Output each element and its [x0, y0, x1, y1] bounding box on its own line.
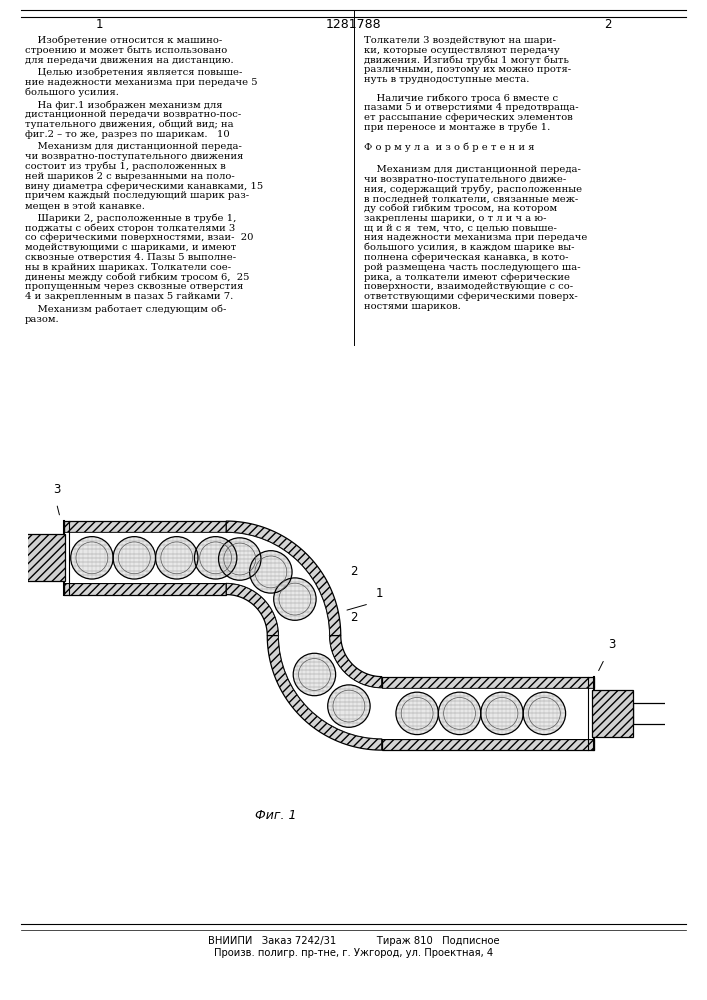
Circle shape	[523, 692, 566, 735]
Polygon shape	[382, 739, 594, 750]
Text: динены между собой гибким тросом 6,  25: динены между собой гибким тросом 6, 25	[25, 272, 250, 282]
Text: движения. Изгибы трубы 1 могут быть: движения. Изгибы трубы 1 могут быть	[364, 55, 569, 65]
Text: 3: 3	[53, 483, 60, 496]
Text: Толкатели 3 воздействуют на шари-: Толкатели 3 воздействуют на шари-	[364, 36, 556, 45]
Circle shape	[250, 551, 292, 593]
Text: Фиг. 1: Фиг. 1	[255, 809, 296, 822]
Text: ния надежности механизма при передаче: ния надежности механизма при передаче	[364, 233, 588, 242]
Circle shape	[274, 578, 316, 620]
Text: сквозные отверстия 4. Пазы 5 выполне-: сквозные отверстия 4. Пазы 5 выполне-	[25, 253, 236, 262]
Polygon shape	[64, 532, 226, 583]
Text: вину диаметра сферическими канавками, 15: вину диаметра сферическими канавками, 15	[25, 182, 263, 191]
Text: поверхности, взаимодействующие с со-: поверхности, взаимодействующие с со-	[364, 282, 573, 291]
Circle shape	[396, 692, 438, 735]
Text: Механизм работает следующим об-: Механизм работает следующим об-	[25, 305, 226, 314]
Text: 4 и закрепленным в пазах 5 гайками 7.: 4 и закрепленным в пазах 5 гайками 7.	[25, 292, 233, 301]
Text: строению и может быть использовано: строению и может быть использовано	[25, 46, 227, 55]
Text: Изобретение относится к машино-: Изобретение относится к машино-	[25, 36, 222, 45]
Circle shape	[113, 537, 156, 579]
Text: Наличие гибкого троса 6 вместе с: Наличие гибкого троса 6 вместе с	[364, 93, 559, 103]
Text: ду собой гибким тросом, на котором: ду собой гибким тросом, на котором	[364, 204, 557, 213]
Polygon shape	[633, 703, 682, 724]
Text: модействующими с шариками, и имеют: модействующими с шариками, и имеют	[25, 243, 236, 252]
Circle shape	[328, 685, 370, 727]
Text: ния, содержащий трубу, расположенные: ния, содержащий трубу, расположенные	[364, 184, 583, 194]
Polygon shape	[267, 636, 382, 750]
Text: рика, а толкатели имеют сферические: рика, а толкатели имеют сферические	[364, 273, 570, 282]
Circle shape	[156, 537, 198, 579]
Text: чи возвратно-поступательного движе-: чи возвратно-поступательного движе-	[364, 175, 566, 184]
Text: мещен в этой канавке.: мещен в этой канавке.	[25, 201, 145, 210]
Text: 2: 2	[604, 18, 612, 31]
Text: рой размещена часть последующего ша-: рой размещена часть последующего ша-	[364, 263, 580, 272]
Text: ны в крайних шариках. Толкатели сое-: ны в крайних шариках. Толкатели сое-	[25, 263, 231, 272]
Text: при переносе и монтаже в трубе 1.: при переносе и монтаже в трубе 1.	[364, 123, 550, 132]
Polygon shape	[0, 547, 25, 568]
Polygon shape	[226, 532, 329, 636]
Circle shape	[194, 537, 237, 579]
Text: ответствующими сферическими поверх-: ответствующими сферическими поверх-	[364, 292, 578, 301]
Polygon shape	[64, 583, 226, 595]
Polygon shape	[279, 636, 382, 739]
Text: 1: 1	[376, 587, 383, 600]
Text: Произв. полигр. пр-тне, г. Ужгород, ул. Проектная, 4: Произв. полигр. пр-тне, г. Ужгород, ул. …	[214, 948, 493, 958]
Text: ки, которые осуществляют передачу: ки, которые осуществляют передачу	[364, 46, 560, 55]
Text: закреплены шарики, о т л и ч а ю-: закреплены шарики, о т л и ч а ю-	[364, 214, 547, 223]
Text: ней шариков 2 с вырезанными на поло-: ней шариков 2 с вырезанными на поло-	[25, 172, 235, 181]
Polygon shape	[226, 521, 341, 636]
Polygon shape	[329, 636, 382, 688]
Circle shape	[438, 692, 481, 735]
Text: дистанционной передачи возвратно-пос-: дистанционной передачи возвратно-пос-	[25, 110, 241, 119]
Text: в последней толкатели, связанные меж-: в последней толкатели, связанные меж-	[364, 194, 578, 203]
Text: состоит из трубы 1, расположенных в: состоит из трубы 1, расположенных в	[25, 162, 226, 171]
Text: На фиг.1 изображен механизм для: На фиг.1 изображен механизм для	[25, 100, 222, 110]
Text: Механизм для дистанционной переда-: Механизм для дистанционной переда-	[364, 165, 581, 174]
Text: ние надежности механизма при передаче 5: ние надежности механизма при передаче 5	[25, 78, 257, 87]
Text: 2: 2	[350, 611, 357, 624]
Text: ностями шариков.: ностями шариков.	[364, 302, 461, 311]
Polygon shape	[592, 690, 633, 737]
Text: пропущенным через сквозные отверстия: пропущенным через сквозные отверстия	[25, 282, 243, 291]
Text: со сферическими поверхностями, взаи-  20: со сферическими поверхностями, взаи- 20	[25, 233, 253, 242]
Text: Шарики 2, расположенные в трубе 1,: Шарики 2, расположенные в трубе 1,	[25, 214, 236, 223]
Text: 2: 2	[350, 565, 357, 578]
Text: чи возвратно-поступательного движения: чи возвратно-поступательного движения	[25, 152, 243, 161]
Text: 3: 3	[608, 638, 615, 651]
Text: 1281788: 1281788	[326, 18, 381, 31]
Polygon shape	[382, 677, 594, 688]
Text: разом.: разом.	[25, 315, 59, 324]
Text: пазами 5 и отверстиями 4 предотвраща-: пазами 5 и отверстиями 4 предотвраща-	[364, 103, 579, 112]
Text: ВНИИПИ   Заказ 7242/31             Тираж 810   Подписное: ВНИИПИ Заказ 7242/31 Тираж 810 Подписное	[208, 936, 499, 946]
Circle shape	[481, 692, 523, 735]
Text: Целью изобретения является повыше-: Целью изобретения является повыше-	[25, 68, 242, 77]
Polygon shape	[382, 688, 594, 739]
Text: различными, поэтому их можно протя-: различными, поэтому их можно протя-	[364, 65, 571, 74]
Text: 1: 1	[95, 18, 103, 31]
Text: Ф о р м у л а  и з о б р е т е н и я: Ф о р м у л а и з о б р е т е н и я	[364, 142, 534, 152]
Text: ет рассыпание сферических элементов: ет рассыпание сферических элементов	[364, 113, 573, 122]
Circle shape	[218, 538, 261, 580]
Polygon shape	[25, 534, 65, 581]
Text: большого усилия.: большого усилия.	[25, 88, 119, 97]
Circle shape	[71, 537, 113, 579]
Circle shape	[293, 653, 336, 696]
Text: фиг.2 – то же, разрез по шарикам.   10: фиг.2 – то же, разрез по шарикам. 10	[25, 130, 230, 139]
Text: для передачи движения на дистанцию.: для передачи движения на дистанцию.	[25, 56, 233, 65]
Text: тупательного движения, общий вид; на: тупательного движения, общий вид; на	[25, 120, 233, 129]
Text: щ и й с я  тем, что, с целью повыше-: щ и й с я тем, что, с целью повыше-	[364, 224, 557, 233]
Text: полнена сферическая канавка, в кото-: полнена сферическая канавка, в кото-	[364, 253, 568, 262]
Text: нуть в труднодоступные места.: нуть в труднодоступные места.	[364, 75, 530, 84]
Polygon shape	[64, 521, 226, 532]
Text: Механизм для дистанционной переда-: Механизм для дистанционной переда-	[25, 142, 242, 151]
Text: поджаты с обеих сторон толкателями 3: поджаты с обеих сторон толкателями 3	[25, 223, 235, 233]
Polygon shape	[226, 583, 279, 636]
Text: причем каждый последующий шарик раз-: причем каждый последующий шарик раз-	[25, 191, 249, 200]
Text: большого усилия, в каждом шарике вы-: большого усилия, в каждом шарике вы-	[364, 243, 575, 252]
